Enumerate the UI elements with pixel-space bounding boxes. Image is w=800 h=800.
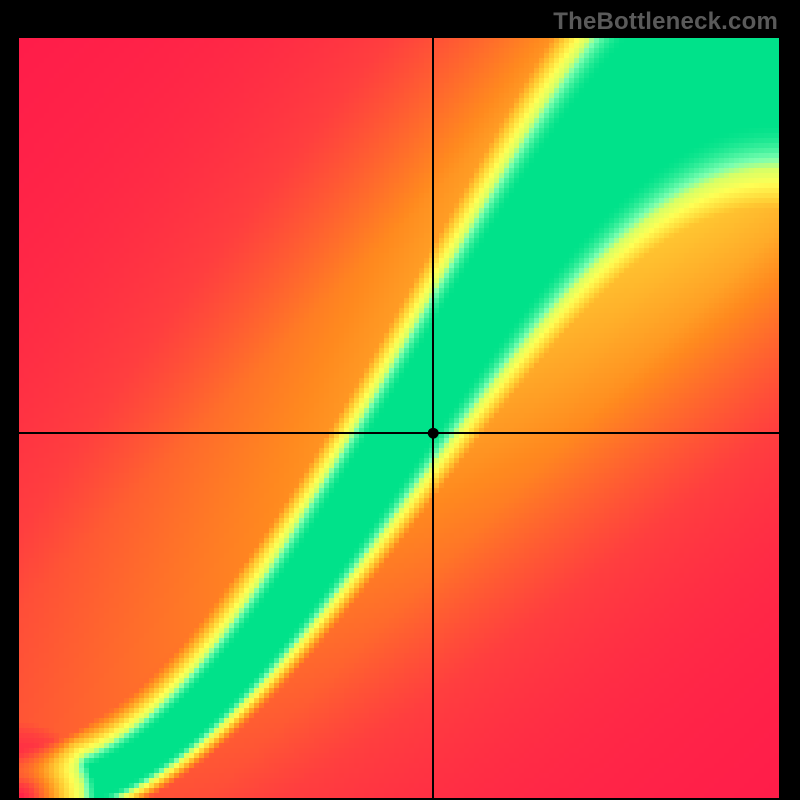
- chart-container: TheBottleneck.com: [0, 0, 800, 800]
- watermark-text: TheBottleneck.com: [553, 8, 778, 36]
- crosshair-overlay: [19, 38, 779, 798]
